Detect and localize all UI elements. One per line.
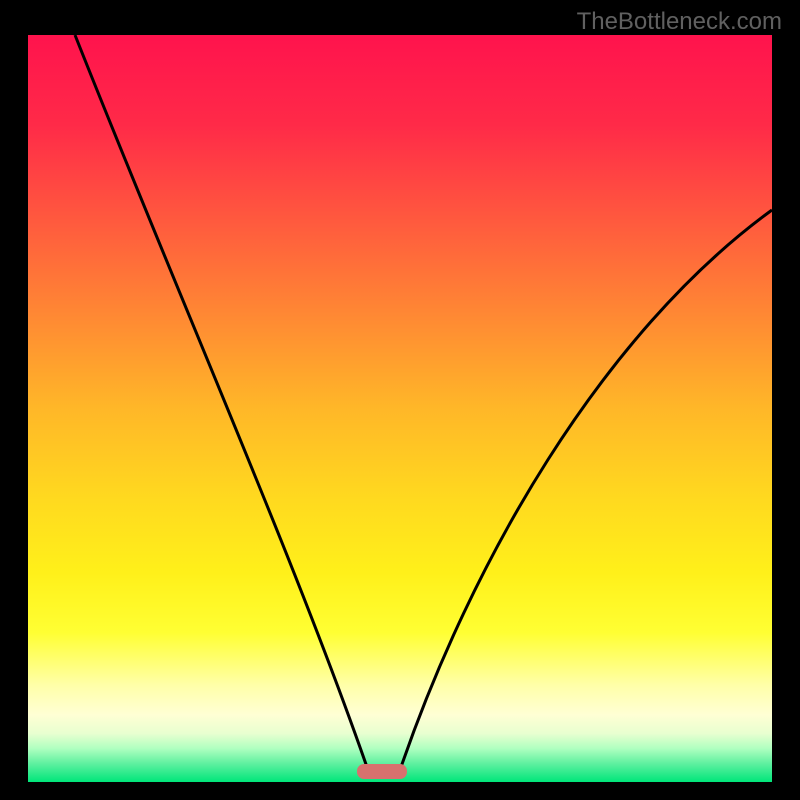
watermark-text: TheBottleneck.com <box>577 8 782 36</box>
chart-container: TheBottleneck.com <box>0 0 800 800</box>
bottleneck-chart <box>0 0 800 800</box>
